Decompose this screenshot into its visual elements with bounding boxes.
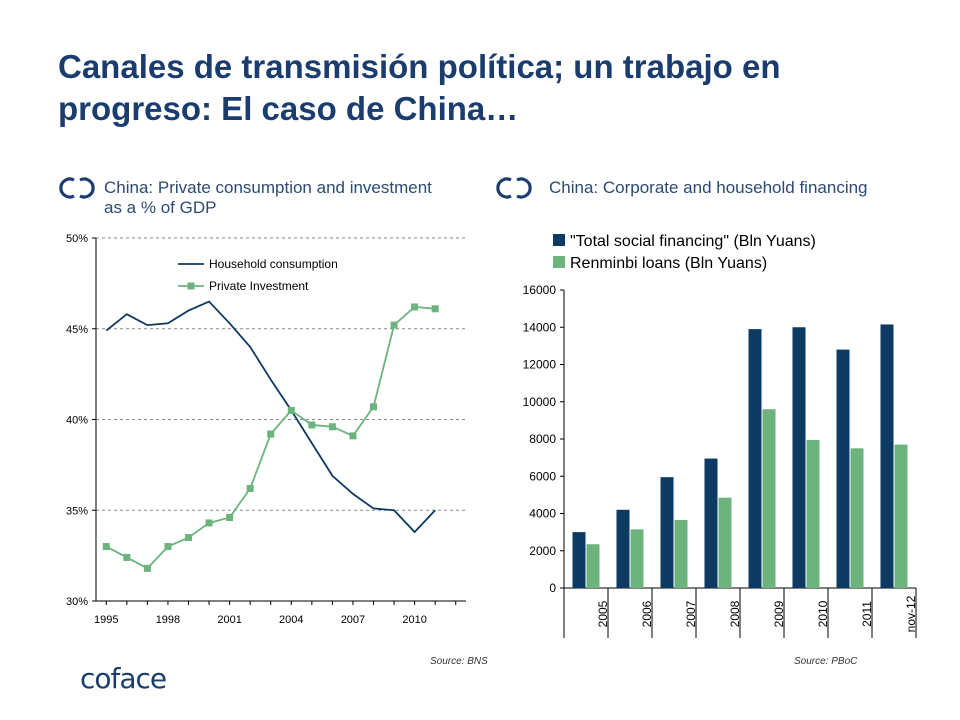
x-tick-label: 2001 <box>217 614 241 626</box>
x-tick-label: 1995 <box>94 614 118 626</box>
data-point <box>246 484 254 492</box>
y-tick-label: 35% <box>66 505 88 517</box>
legend-swatch <box>553 256 565 268</box>
y-tick-label: 6000 <box>529 469 556 483</box>
bar-renminbi-loans <box>630 529 644 588</box>
x-tick-label: 2010 <box>816 600 830 627</box>
legend-label: Private Investment <box>209 279 309 293</box>
y-tick-label: 30% <box>66 596 88 608</box>
bar-total-social-financing <box>836 349 850 588</box>
bar-total-social-financing <box>792 327 806 588</box>
bar-renminbi-loans <box>586 544 600 588</box>
y-tick-label: 40% <box>66 415 88 427</box>
x-tick-label: 2009 <box>772 600 786 627</box>
right-chart-subtitle: China: Corporate and household financing <box>549 178 868 197</box>
legend-marker <box>187 282 195 290</box>
data-point <box>102 543 110 551</box>
bar-renminbi-loans <box>718 497 732 588</box>
y-tick-label: 10000 <box>523 395 557 409</box>
bar-total-social-financing <box>660 477 674 588</box>
x-tick-label: 2011 <box>860 601 874 627</box>
y-tick-label: 2000 <box>529 544 556 558</box>
bar-renminbi-loans <box>894 444 908 588</box>
bar-chart: 0 2000 4000 6000 8000 10000 12000 14000 16000 200… <box>523 233 918 638</box>
y-tick-label: 14000 <box>523 320 557 334</box>
x-tick-label: 2004 <box>279 614 303 626</box>
bar-total-social-financing <box>880 324 894 588</box>
y-tick-label: 16000 <box>523 283 557 297</box>
legend-label: Renminbi loans (Bln Yuans) <box>570 255 767 272</box>
right-source-note: Source: PBoC <box>794 656 858 667</box>
legend-label: Household consumption <box>209 257 338 271</box>
data-point <box>164 543 172 551</box>
coface-cc-icon <box>59 177 95 199</box>
coface-cc-icon <box>496 177 532 199</box>
data-point <box>370 403 377 411</box>
data-point <box>143 564 151 572</box>
bar-renminbi-loans <box>850 448 864 588</box>
bar-total-social-financing <box>704 458 718 588</box>
bar-total-social-financing <box>616 509 630 588</box>
legend-swatch <box>553 234 565 246</box>
data-point <box>411 303 419 311</box>
x-tick-label: 2006 <box>640 600 654 627</box>
data-point <box>349 432 357 440</box>
y-tick-label: 50% <box>66 233 88 245</box>
data-point <box>287 406 295 414</box>
series-line-private-investment <box>105 306 436 570</box>
line-chart: 30% 35% 40% 45% 50% 1995 1998 2001 2004 2007 2010 H… <box>66 233 466 626</box>
x-tick-label: 2008 <box>728 600 742 627</box>
data-point <box>226 514 234 522</box>
x-tick-label: 2007 <box>684 600 698 627</box>
bar-total-social-financing <box>748 329 762 588</box>
data-point <box>390 321 398 329</box>
data-point <box>431 305 439 313</box>
left-chart-subtitle: China: Private consumption and investmen… <box>104 178 432 217</box>
y-tick-label: 45% <box>66 324 88 336</box>
series-line-household-consumption <box>105 300 436 534</box>
y-tick-label: 0 <box>549 581 556 595</box>
bar-renminbi-loans <box>806 439 820 588</box>
x-tick-label: 1998 <box>156 614 180 626</box>
data-point <box>185 533 192 541</box>
data-point <box>328 423 336 431</box>
legend-label: "Total social financing" (Bln Yuans) <box>570 233 816 250</box>
data-point <box>123 553 131 561</box>
x-tick-label: 2010 <box>402 614 426 626</box>
x-tick-label: 2007 <box>341 614 365 626</box>
data-point <box>205 519 213 527</box>
bar-total-social-financing <box>572 532 586 588</box>
bar-renminbi-loans <box>674 520 688 588</box>
data-point <box>267 430 275 438</box>
bar-renminbi-loans <box>762 409 776 588</box>
data-point <box>308 421 316 429</box>
page-title: Canales de transmisión política; un trab… <box>58 48 781 127</box>
x-tick-label: nov-12 <box>904 595 918 632</box>
y-tick-label: 8000 <box>529 432 556 446</box>
coface-logo: coface <box>80 662 167 695</box>
y-tick-label: 12000 <box>523 358 557 372</box>
y-tick-label: 4000 <box>529 507 556 521</box>
left-source-note: Source: BNS <box>430 656 488 667</box>
x-tick-label: 2005 <box>596 600 610 627</box>
